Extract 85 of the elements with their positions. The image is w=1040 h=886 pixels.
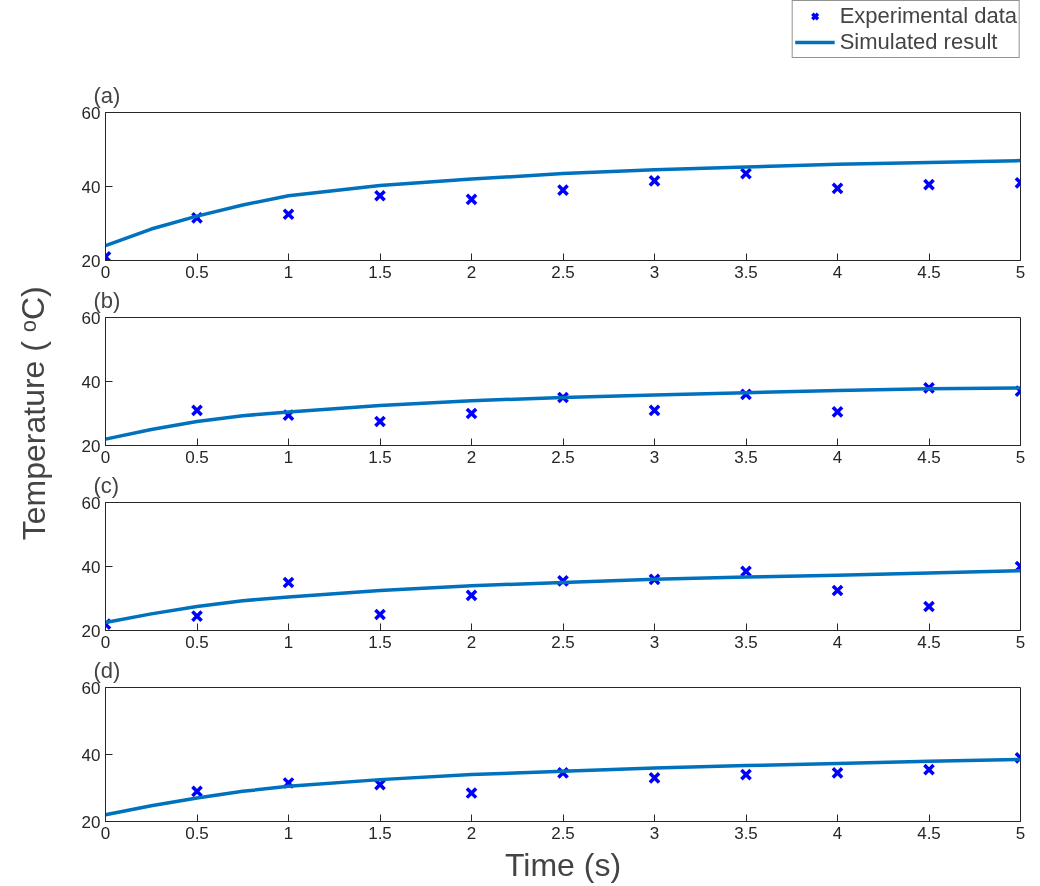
point: [190, 403, 204, 417]
x-tick-label: 1.5: [368, 823, 392, 843]
x-tick-label: 3.5: [734, 823, 758, 843]
point: [831, 584, 844, 597]
x-tick-label: 4: [832, 262, 843, 282]
x-tick-label: 0.5: [185, 632, 209, 652]
x-tick-label: 1.5: [368, 447, 392, 467]
x-tick-label: 4.5: [917, 262, 941, 282]
x-tick-label: 5: [1015, 262, 1026, 282]
x-tick-label: 3: [649, 823, 660, 843]
x-tick-label: 1: [283, 823, 294, 843]
point: [465, 407, 478, 420]
x-tick-label: 0: [100, 447, 111, 467]
x-tick-label: 0: [100, 632, 111, 652]
x-tick-label: 0.5: [185, 262, 209, 282]
x-tick-label: 2.5: [551, 632, 575, 652]
x-tick-label: 2: [466, 632, 477, 652]
y-tick-label: 20: [81, 621, 101, 641]
y-tick-label: 20: [81, 251, 101, 271]
y-tick-label: 40: [81, 557, 101, 577]
point: [190, 785, 204, 798]
point: [648, 403, 661, 417]
x-tick-label: 1.5: [368, 262, 392, 282]
x-tick-label: 2: [466, 262, 477, 282]
point: [465, 786, 478, 800]
y-tick-label: 20: [81, 436, 101, 456]
x-tick-label: 0.5: [185, 447, 209, 467]
x-tick-label: 1: [283, 447, 294, 467]
point: [373, 608, 387, 621]
point: [190, 609, 204, 623]
x-tick-label: 2: [466, 447, 477, 467]
line-series: [105, 568, 1021, 625]
point: [922, 178, 936, 191]
y-tick-label: 40: [81, 745, 101, 765]
point: [282, 207, 295, 221]
x-tick-label: 3.5: [734, 262, 758, 282]
legend-label: Experimental data: [839, 3, 1017, 29]
x-tick-label: 1: [283, 262, 294, 282]
x-tick-label: 5: [1015, 447, 1026, 467]
point: [831, 182, 844, 195]
line-series: [105, 386, 1021, 441]
y-axis-title: Temperature ( ᵒC): [15, 286, 52, 541]
point: [922, 600, 936, 613]
x-tick-label: 4.5: [917, 632, 941, 652]
x-tick-label: 4: [832, 823, 843, 843]
x-tick-label: 5: [1015, 632, 1026, 652]
x-tick-label: 2: [466, 823, 477, 843]
x-tick-label: 2.5: [551, 823, 575, 843]
point: [922, 763, 936, 776]
y-tick-label: 40: [81, 372, 101, 392]
line-series: [105, 158, 1021, 248]
x-axis-title: Time (s): [504, 846, 622, 883]
x-tick-label: 2.5: [551, 262, 575, 282]
y-tick-label: 20: [81, 812, 101, 832]
x-tick-label: 1: [283, 632, 294, 652]
x-tick-label: 3: [649, 447, 660, 467]
x-tick-label: 5: [1015, 823, 1026, 843]
point: [648, 174, 661, 188]
x-tick-label: 0: [100, 262, 111, 282]
x-tick-label: 4: [832, 447, 843, 467]
line-series: [105, 757, 1021, 817]
point: [739, 564, 753, 578]
point: [831, 405, 844, 419]
point: [739, 768, 753, 781]
point: [282, 576, 295, 589]
x-tick-label: 3: [649, 632, 660, 652]
point: [373, 415, 387, 428]
legend-label: Simulated result: [839, 29, 998, 55]
x-tick-label: 4.5: [917, 447, 941, 467]
x-tick-label: 3: [649, 262, 660, 282]
x-tick-label: 0.5: [185, 823, 209, 843]
y-tick-label: 40: [81, 177, 101, 197]
point: [556, 183, 570, 197]
x-tick-label: 4.5: [917, 823, 941, 843]
point: [465, 588, 478, 602]
x-tick-label: 3.5: [734, 632, 758, 652]
point: [465, 193, 478, 206]
point: [373, 189, 387, 203]
point: [648, 771, 661, 785]
point: [831, 766, 844, 780]
x-tick-label: 1.5: [368, 632, 392, 652]
x-tick-label: 0: [100, 823, 111, 843]
x-tick-label: 4: [832, 632, 843, 652]
x-tick-label: 2.5: [551, 447, 575, 467]
x-tick-label: 3.5: [734, 447, 758, 467]
